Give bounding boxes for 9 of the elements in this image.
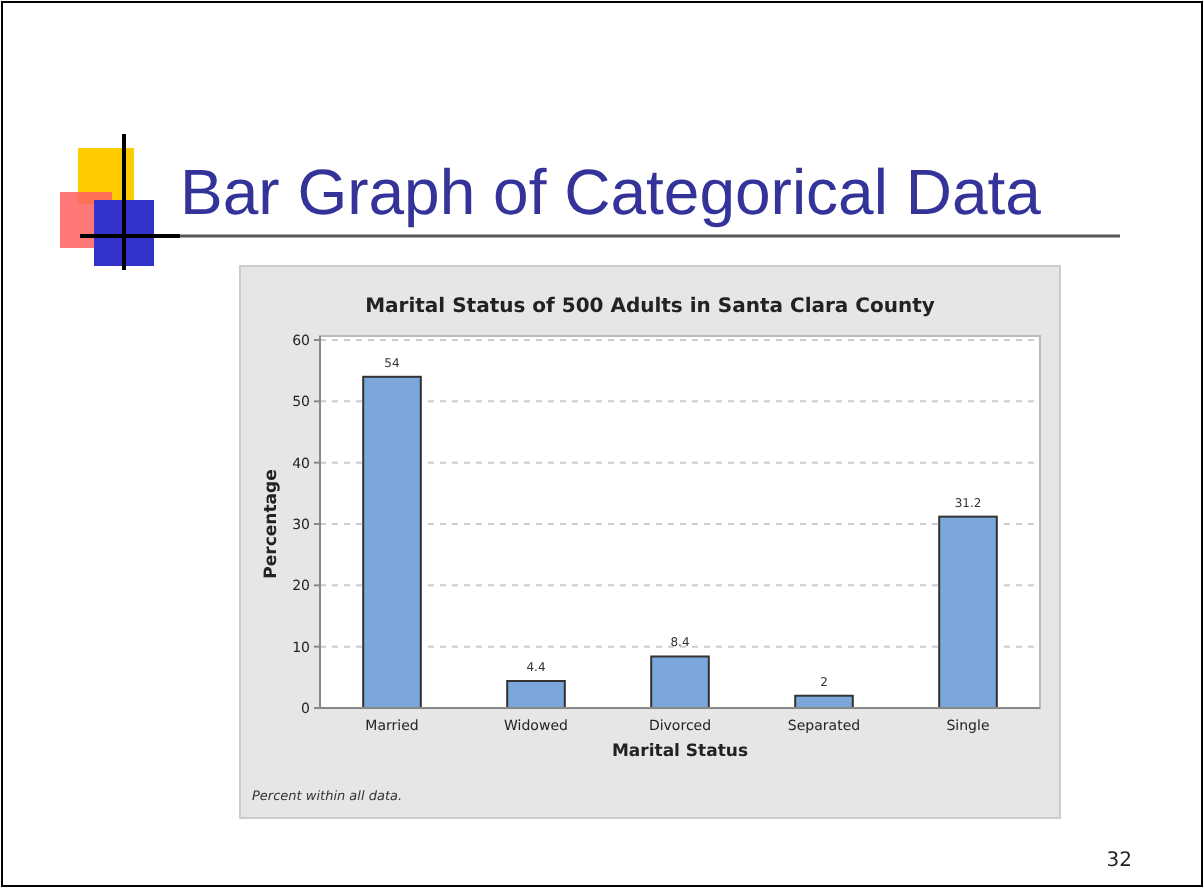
bar [362,375,422,709]
chart-subtitle: Marital Status of 500 Adults in Santa Clara County [365,296,936,318]
bar [650,655,710,709]
y-axis-title: Percentage [262,468,282,579]
text: 32 [1106,850,1132,872]
x-axis-title: Marital Status [611,742,749,762]
chart-title: Bar Graph of Categorical Data [180,156,1042,228]
bar [506,680,566,709]
bar [938,515,998,709]
